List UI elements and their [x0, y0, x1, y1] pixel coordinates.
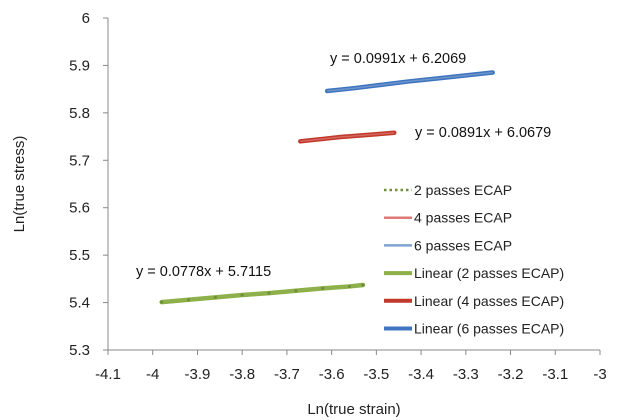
y-tick-label: 6 [82, 10, 90, 27]
y-tick-label: 5.6 [69, 200, 90, 217]
data-point [361, 283, 365, 287]
data-point [240, 293, 244, 297]
x-axis-title: Ln(true strain) [307, 401, 400, 418]
trendline-equation: y = 0.0891x + 6.0679 [415, 125, 551, 141]
x-tick-label: -3.8 [229, 366, 255, 383]
y-tick-label: 5.4 [69, 295, 90, 312]
legend-label: Linear (6 passes ECAP) [414, 321, 564, 337]
trendline [159, 282, 366, 305]
x-tick-label: -3.9 [185, 366, 211, 383]
trendline-equations: y = 0.0991x + 6.2069 y = 0.0891x + 6.0679… [136, 51, 551, 280]
data-series-line [327, 71, 493, 92]
data-point [294, 289, 298, 293]
tick-labels: -4.1 -4 -3.9 -3.8 -3.7 -3.6 -3.5 -3.4 -3.3 -3.2 -3… [69, 10, 607, 383]
x-tick-label: -3.5 [363, 366, 389, 383]
x-tick-label: -4 [146, 366, 159, 383]
y-tick-label: 5.3 [69, 342, 90, 359]
data-series-line [300, 132, 395, 143]
legend-label: Linear (4 passes ECAP) [414, 293, 564, 309]
legend-label: 4 passes ECAP [414, 210, 512, 226]
x-tick-label: -3 [593, 366, 606, 383]
y-tick-label: 5.5 [69, 247, 90, 264]
x-tick-label: -3.4 [408, 366, 434, 383]
x-tick-label: -3.3 [453, 366, 479, 383]
y-axis-title: Ln(true stress) [11, 136, 28, 233]
data-point [160, 300, 164, 304]
data-point [213, 295, 217, 299]
x-tick-label: -4.1 [95, 366, 121, 383]
data-point [347, 284, 352, 289]
legend-label: 6 passes ECAP [414, 237, 512, 253]
legend: 2 passes ECAP 4 passes ECAP 6 passes ECAP L… [384, 182, 564, 337]
data-point [186, 298, 191, 302]
series-layer [159, 70, 495, 305]
x-tick-label: -3.1 [542, 366, 568, 383]
y-tick-label: 5.9 [69, 57, 90, 74]
x-tick-label: -3.6 [319, 366, 345, 383]
y-tick-label: 5.7 [69, 152, 90, 169]
x-tick-label: -3.2 [498, 366, 524, 383]
y-tick-label: 5.8 [69, 105, 90, 122]
data-point [321, 286, 325, 290]
axes [107, 18, 600, 351]
legend-label: Linear (2 passes ECAP) [414, 265, 564, 281]
trendline-equation: y = 0.0991x + 6.2069 [330, 51, 466, 67]
legend-label: 2 passes ECAP [414, 182, 512, 198]
trendline-equation: y = 0.0778x + 5.7115 [136, 264, 271, 280]
data-point [267, 291, 271, 295]
x-tick-label: -3.7 [274, 366, 300, 383]
